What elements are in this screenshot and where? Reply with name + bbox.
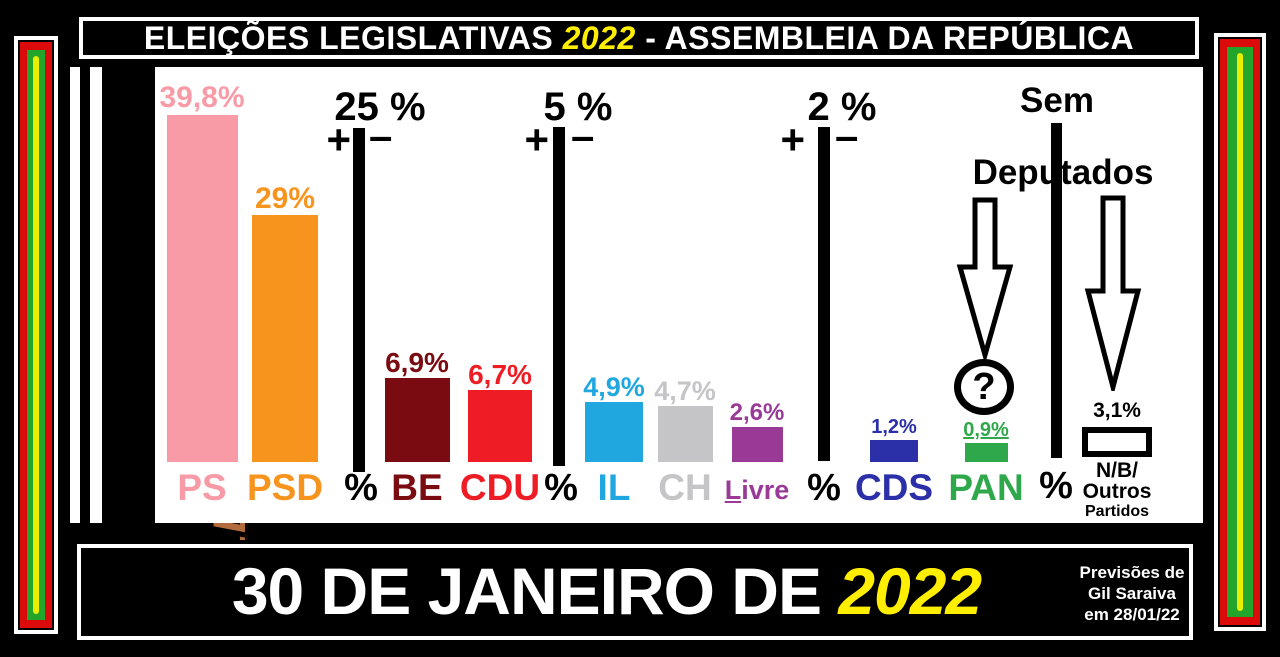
date-text: 30 DE JANEIRO DE 2022 bbox=[136, 548, 1077, 634]
flag-yellow-stripe bbox=[33, 56, 39, 614]
axis-percent-4: % bbox=[1039, 465, 1073, 507]
flag-red-stripe bbox=[20, 42, 52, 628]
bar-cdu bbox=[468, 390, 532, 462]
minus-sign: – bbox=[835, 112, 859, 159]
flag-green-stripe bbox=[1227, 47, 1253, 617]
no-seats-line bbox=[1051, 123, 1062, 458]
bar-be bbox=[385, 378, 450, 462]
label-livre: Livre bbox=[724, 475, 790, 505]
label-ps: PS bbox=[177, 467, 227, 508]
title-suffix: - ASSEMBLEIA DA REPÚBLICA bbox=[635, 19, 1135, 56]
date-year: 2022 bbox=[838, 554, 982, 628]
question-mark-icon: ? bbox=[954, 359, 1014, 415]
label-cdu: CDU bbox=[459, 467, 541, 508]
no-seats-subtitle: Deputados bbox=[972, 153, 1154, 192]
value-ps: 39,8% bbox=[159, 81, 245, 114]
minus-sign: – bbox=[571, 112, 595, 159]
label-nb-1: N/B/ bbox=[1096, 459, 1138, 482]
bar-pan bbox=[965, 443, 1008, 462]
credit-line-2: Gil Saraiva bbox=[1088, 584, 1176, 603]
credit-line-1: Previsões de bbox=[1079, 563, 1185, 582]
threshold-line-2 bbox=[818, 127, 830, 461]
white-divider-line-1 bbox=[70, 67, 80, 523]
title-prefix: ELEIÇÕES LEGISLATIVAS bbox=[143, 19, 563, 56]
left-flag-stripe bbox=[14, 36, 58, 634]
threshold-line-5 bbox=[553, 127, 565, 466]
bar-ps bbox=[167, 115, 238, 462]
label-be: BE bbox=[391, 467, 443, 508]
flag-red-stripe bbox=[1220, 39, 1260, 625]
label-nb-3: Partidos bbox=[1084, 503, 1150, 520]
sidebar-column: LEGISLATIVAS22 bbox=[102, 67, 255, 561]
minus-sign: – bbox=[369, 112, 393, 159]
title-bar-frame: ELEIÇÕES LEGISLATIVAS 2022 - ASSEMBLEIA … bbox=[79, 17, 1199, 59]
threshold-line-25 bbox=[353, 128, 365, 472]
down-arrow-icon bbox=[1085, 195, 1141, 391]
flag-yellow-stripe bbox=[1237, 53, 1243, 611]
title-year: 2022 bbox=[562, 19, 636, 56]
threshold-title-5: 5 % bbox=[543, 85, 613, 129]
label-pan: PAN bbox=[948, 467, 1024, 508]
question-mark: ? bbox=[972, 365, 996, 408]
page-title: ELEIÇÕES LEGISLATIVAS 2022 - ASSEMBLEIA … bbox=[83, 19, 1195, 56]
value-il: 4,9% bbox=[583, 372, 645, 402]
plus-sign: + bbox=[780, 116, 805, 163]
label-ch: CH bbox=[658, 467, 712, 508]
bar-il bbox=[585, 402, 643, 462]
flag-green-stripe bbox=[27, 50, 45, 620]
axis-percent-3: % bbox=[807, 467, 841, 509]
label-cds: CDS bbox=[854, 467, 934, 508]
value-livre: 2,6% bbox=[729, 399, 785, 426]
bar-livre bbox=[732, 427, 783, 462]
bar-cds bbox=[870, 440, 918, 462]
bar-nb-outros bbox=[1082, 427, 1152, 457]
value-ch: 4,7% bbox=[654, 376, 716, 406]
axis-percent-2: % bbox=[544, 467, 578, 509]
threshold-title-25: 25 % bbox=[334, 85, 426, 129]
label-il: IL bbox=[597, 467, 631, 508]
white-divider-line-2 bbox=[90, 67, 102, 523]
plus-sign: + bbox=[524, 116, 549, 163]
value-pan: 0,9% bbox=[963, 419, 1009, 441]
title-bar: ELEIÇÕES LEGISLATIVAS 2022 - ASSEMBLEIA … bbox=[75, 13, 1203, 63]
axis-percent-1: % bbox=[344, 467, 378, 509]
bar-ch bbox=[658, 406, 713, 462]
value-nb: 3,1% bbox=[1093, 399, 1141, 422]
date-bar: 30 DE JANEIRO DE 2022 Previsões de Gil S… bbox=[73, 540, 1197, 644]
value-be: 6,9% bbox=[385, 347, 449, 378]
no-seats-title: Sem bbox=[1020, 81, 1094, 120]
date-bar-frame: 30 DE JANEIRO DE 2022 Previsões de Gil S… bbox=[77, 544, 1193, 640]
date-prefix: 30 DE JANEIRO DE bbox=[231, 554, 839, 628]
threshold-title-2: 2 % bbox=[807, 85, 877, 129]
chart-area: 39,8% 29% 6,9% 6,7% 4,9% 4,7% 2,6% 1,2% … bbox=[155, 67, 1203, 523]
down-arrow-icon bbox=[957, 197, 1013, 359]
plus-sign: + bbox=[326, 116, 351, 163]
credits-block: Previsões de Gil Saraiva em 28/01/22 bbox=[1077, 562, 1187, 625]
value-cds: 1,2% bbox=[871, 416, 917, 438]
credit-line-3: em 28/01/22 bbox=[1084, 605, 1180, 624]
value-cdu: 6,7% bbox=[468, 359, 532, 390]
label-nb-2: Outros bbox=[1082, 480, 1152, 503]
value-psd: 29% bbox=[254, 182, 316, 215]
bar-psd bbox=[252, 215, 318, 462]
right-flag-stripe bbox=[1214, 33, 1266, 631]
label-psd: PSD bbox=[246, 467, 324, 508]
